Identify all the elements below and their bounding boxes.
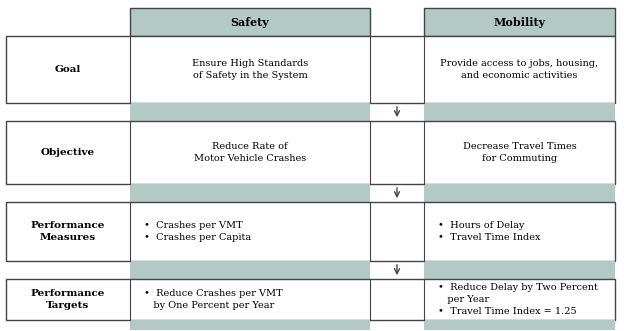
Text: •  Hours of Delay
•  Travel Time Index: • Hours of Delay • Travel Time Index: [438, 221, 540, 242]
Text: Objective: Objective: [41, 148, 95, 157]
Text: Safety: Safety: [231, 17, 270, 27]
Text: Decrease Travel Times
for Commuting: Decrease Travel Times for Commuting: [462, 142, 577, 163]
Text: Goal: Goal: [55, 65, 81, 74]
Bar: [130, 261, 370, 279]
Bar: [130, 320, 370, 330]
Text: Performance
Measures: Performance Measures: [31, 221, 105, 242]
Text: Performance
Targets: Performance Targets: [31, 289, 105, 310]
Text: Mobility: Mobility: [494, 17, 545, 27]
Text: Ensure High Standards
of Safety in the System: Ensure High Standards of Safety in the S…: [192, 59, 308, 80]
Bar: [424, 184, 615, 202]
Text: Reduce Rate of
Motor Vehicle Crashes: Reduce Rate of Motor Vehicle Crashes: [194, 142, 306, 163]
Text: •  Crashes per VMT
•  Crashes per Capita: • Crashes per VMT • Crashes per Capita: [144, 221, 251, 242]
Bar: [6, 279, 615, 320]
Text: •  Reduce Crashes per VMT
   by One Percent per Year: • Reduce Crashes per VMT by One Percent …: [144, 289, 283, 310]
Bar: [6, 202, 615, 261]
Bar: [424, 261, 615, 279]
Bar: [424, 320, 615, 330]
Bar: [6, 36, 615, 103]
Bar: [6, 121, 615, 184]
Text: Provide access to jobs, housing,
and economic activities: Provide access to jobs, housing, and eco…: [441, 59, 598, 80]
Bar: [424, 103, 615, 121]
Bar: [130, 184, 370, 202]
Bar: [424, 8, 615, 36]
Bar: [130, 103, 370, 121]
Bar: [130, 8, 370, 36]
Text: •  Reduce Delay by Two Percent
   per Year
•  Travel Time Index = 1.25: • Reduce Delay by Two Percent per Year •…: [438, 283, 598, 316]
